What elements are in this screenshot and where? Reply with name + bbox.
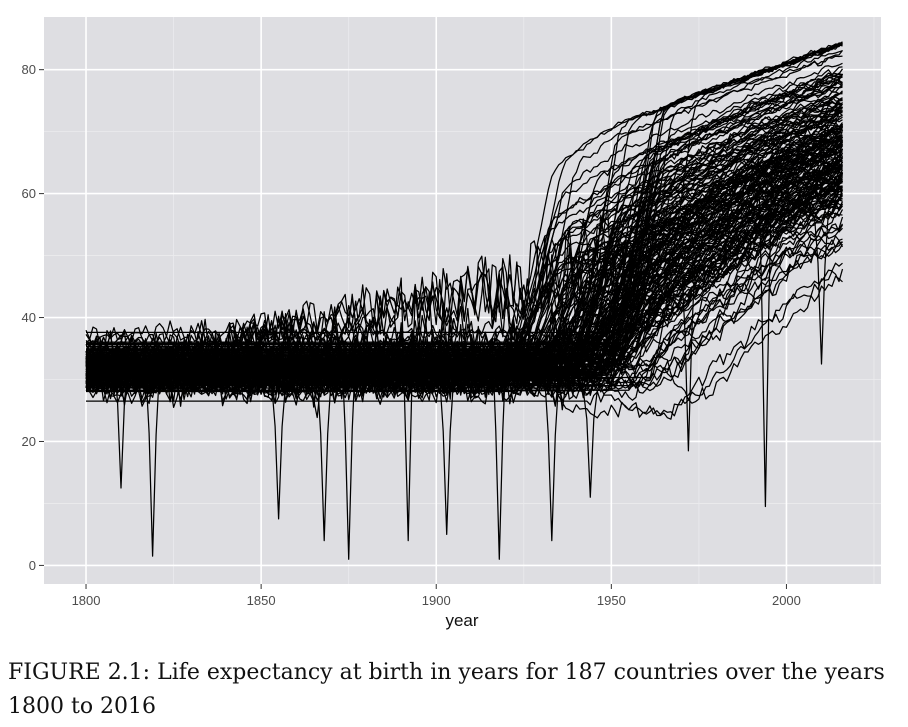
x-tick-label: 1950 [597,593,626,608]
y-tick-label: 0 [29,558,36,573]
major-gridlines [44,17,881,584]
life-expectancy-chart: 1800 1850 1900 1950 2000 0 20 40 60 80 year [22,17,881,630]
x-tick-label: 1900 [422,593,451,608]
country-series-line [85,91,843,394]
country-series-line [85,98,843,369]
country-series-line [86,192,843,361]
y-tick-label: 20 [22,434,36,449]
x-tick-label: 1800 [72,593,101,608]
figure-caption: FIGURE 2.1: Life expectancy at birth in … [8,660,885,719]
x-tick-label: 1850 [247,593,276,608]
country-series-line [86,148,843,375]
country-lines [85,41,844,560]
country-series-line [85,157,843,386]
country-series-line [85,123,843,380]
x-tick-label: 2000 [772,593,801,608]
country-series-line [86,177,843,371]
country-series-line [86,109,843,366]
axes: 1800 1850 1900 1950 2000 0 20 40 60 80 [22,62,801,608]
country-series-line [86,180,843,373]
country-series-line [86,223,843,388]
country-series-line [85,90,843,350]
country-series-line [85,166,843,384]
x-axis-title: year [445,611,478,630]
y-tick-label: 80 [22,62,36,77]
country-series-line [85,114,843,385]
y-tick-label: 40 [22,310,36,325]
y-tick-label: 60 [22,186,36,201]
